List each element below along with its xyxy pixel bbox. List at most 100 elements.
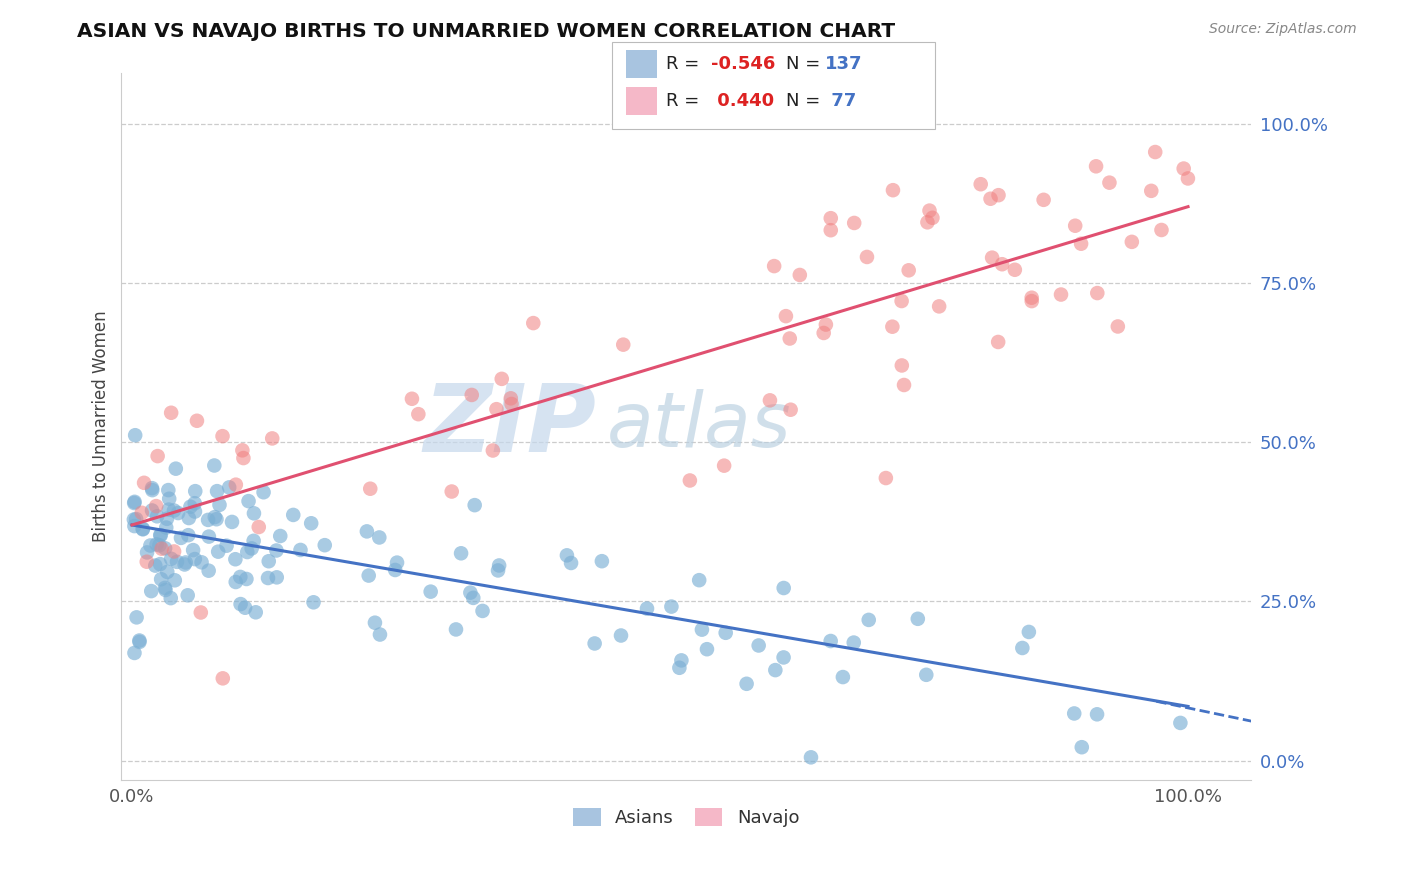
Point <box>384 563 406 577</box>
Point <box>1150 223 1173 237</box>
Point <box>125 610 148 624</box>
Point <box>247 520 270 534</box>
Point <box>141 503 163 517</box>
Point <box>987 334 1010 349</box>
Point <box>1063 706 1085 721</box>
Point <box>141 481 163 495</box>
Point <box>252 485 274 500</box>
Point <box>159 591 181 606</box>
Point <box>153 581 176 595</box>
Point <box>890 293 912 308</box>
Point <box>464 498 486 512</box>
Point <box>980 192 1002 206</box>
Point <box>357 568 380 582</box>
Point <box>1107 319 1129 334</box>
Point <box>831 670 853 684</box>
Point <box>145 537 167 551</box>
Point <box>1032 193 1054 207</box>
Y-axis label: Births to Unmarried Women: Births to Unmarried Women <box>93 310 110 542</box>
Point <box>882 183 904 197</box>
Text: N =: N = <box>786 55 825 73</box>
Point <box>661 599 683 614</box>
Point <box>928 299 950 313</box>
Point <box>713 458 735 473</box>
Point <box>1173 161 1195 176</box>
Point <box>440 484 463 499</box>
Point <box>359 482 381 496</box>
Point <box>231 443 253 458</box>
Point <box>1170 715 1192 730</box>
Point <box>488 558 510 573</box>
Text: atlas: atlas <box>607 389 792 463</box>
Point <box>858 613 880 627</box>
Text: 137: 137 <box>825 55 863 73</box>
Point <box>186 414 208 428</box>
Point <box>612 337 634 351</box>
Point <box>124 428 146 442</box>
Point <box>184 552 207 566</box>
Point <box>163 574 186 588</box>
Point <box>232 451 254 466</box>
Point <box>197 564 219 578</box>
Point <box>501 397 523 411</box>
Point <box>184 496 207 510</box>
Point <box>124 519 146 533</box>
Text: ZIP: ZIP <box>423 380 596 472</box>
Point <box>1070 740 1092 755</box>
Point <box>789 268 811 282</box>
Point <box>482 443 505 458</box>
Point <box>290 543 312 558</box>
Point <box>368 627 391 641</box>
Point <box>128 635 150 649</box>
Point <box>202 458 225 473</box>
Point <box>987 188 1010 202</box>
Point <box>1070 236 1092 251</box>
Point <box>775 309 797 323</box>
Point <box>198 530 221 544</box>
Point <box>917 215 939 229</box>
Point <box>748 639 770 653</box>
Point <box>153 541 176 556</box>
Point <box>218 480 240 494</box>
Point <box>155 520 177 534</box>
Point <box>229 597 252 611</box>
Point <box>215 539 238 553</box>
Point <box>224 552 246 566</box>
Point <box>157 483 180 497</box>
Point <box>368 531 391 545</box>
Point <box>772 581 794 595</box>
Point <box>205 512 228 526</box>
Point <box>897 263 920 277</box>
Point <box>146 449 169 463</box>
Point <box>233 600 256 615</box>
Point <box>179 500 201 514</box>
Point <box>1018 624 1040 639</box>
Point <box>143 558 166 573</box>
Point <box>170 531 193 545</box>
Point <box>491 372 513 386</box>
Point <box>141 584 163 599</box>
Point <box>165 461 187 475</box>
Point <box>225 574 247 589</box>
Point <box>266 570 288 584</box>
Point <box>173 558 195 572</box>
Point <box>1021 294 1043 309</box>
Point <box>591 554 613 568</box>
Point <box>444 623 467 637</box>
Point <box>146 509 169 524</box>
Point <box>139 539 162 553</box>
Point <box>177 528 200 542</box>
Point <box>262 431 284 445</box>
Point <box>820 634 842 648</box>
Point <box>560 556 582 570</box>
Point <box>471 604 494 618</box>
Text: -0.546: -0.546 <box>711 55 776 73</box>
Point <box>177 588 200 602</box>
Point <box>991 257 1014 271</box>
Point <box>205 484 228 499</box>
Point <box>236 545 259 559</box>
Point <box>460 585 482 599</box>
Point <box>157 491 180 506</box>
Point <box>163 503 186 517</box>
Point <box>970 178 993 192</box>
